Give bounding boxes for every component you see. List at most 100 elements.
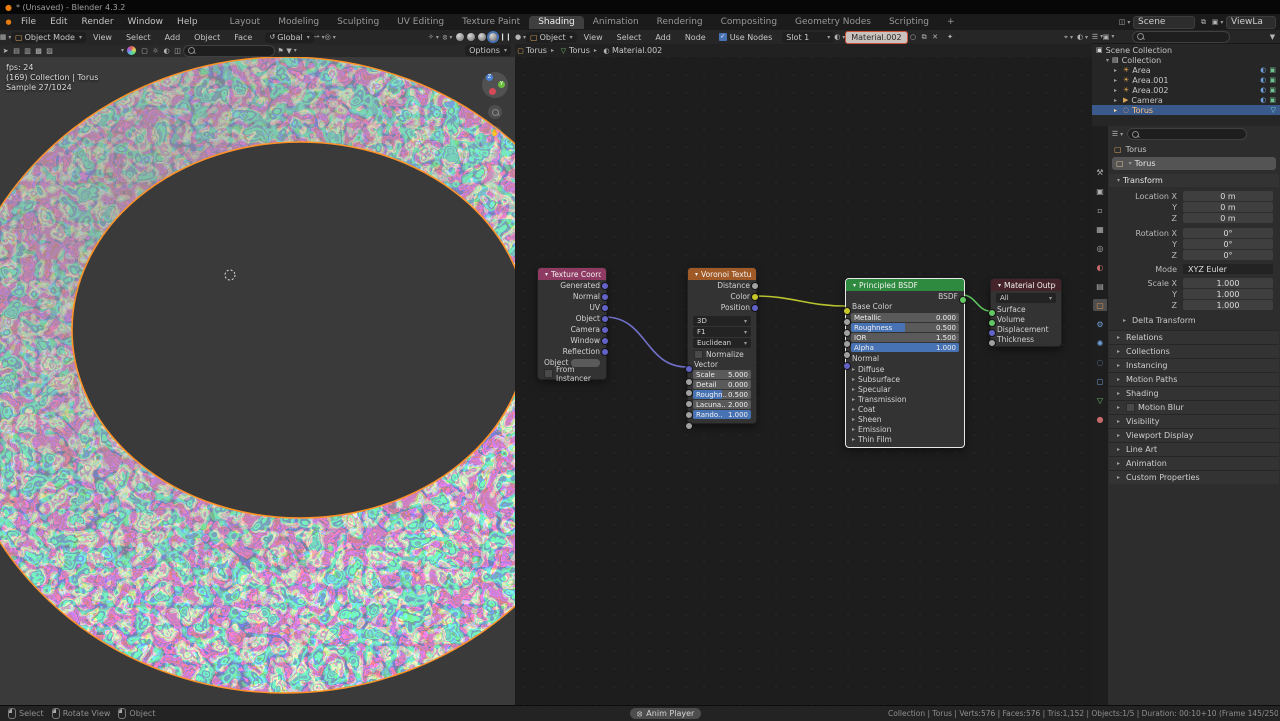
material-preview-ball-icon[interactable] <box>127 46 137 55</box>
view-layer-selector[interactable]: ViewLa <box>1226 15 1276 29</box>
from-instancer-checkbox[interactable] <box>544 369 553 378</box>
in-roughness-socket[interactable] <box>685 400 693 408</box>
scene-world-icon[interactable]: ◐ <box>163 46 170 55</box>
shader-menu-view[interactable]: View <box>583 32 603 42</box>
socket-distance[interactable]: Distance <box>717 281 750 290</box>
shader-editor[interactable]: ● ▾ ▢ Object ▾ View Select Add Node ✓ Use N… <box>515 30 1092 705</box>
tab-object-icon[interactable]: ▢ <box>1093 299 1107 311</box>
anim-player-pill[interactable]: ⦻ Anim Player <box>630 708 702 719</box>
tab-constraints-icon[interactable]: ◻ <box>1096 376 1104 386</box>
outliner-item-area002[interactable]: ▸ ☀ Area.002 ◐ ▣ <box>1114 85 1276 95</box>
section-motion-blur[interactable]: ▸ Motion Blur <box>1109 400 1279 414</box>
view-layer-icon[interactable]: ▣ ▾ <box>1211 18 1224 26</box>
out-position-socket[interactable] <box>751 304 759 312</box>
navigation-gizmo[interactable]: Z Y <box>482 72 508 98</box>
out-reflection-socket[interactable] <box>601 348 609 356</box>
screen-visibility-icon[interactable]: ◐ <box>1260 66 1267 74</box>
snap-magnet-icon[interactable]: ⇀ ▾ <box>313 33 325 41</box>
in-base-color-socket[interactable] <box>843 307 851 315</box>
out-color-socket[interactable] <box>751 293 759 301</box>
tab-scripting[interactable]: Scripting <box>888 16 929 27</box>
ortho-grid-icon[interactable]: ▦ <box>488 168 502 182</box>
in-lacunarity-socket[interactable] <box>685 411 693 419</box>
randomness-slider[interactable]: Rando.. 1.000 <box>693 410 751 419</box>
section-diffuse[interactable]: ▸ Diffuse <box>852 364 885 374</box>
in-ior-socket[interactable] <box>843 340 851 348</box>
render-visibility-icon[interactable]: ▣ <box>1269 66 1276 74</box>
breadcrumb-object-name[interactable]: Torus <box>1125 144 1147 154</box>
socket-window[interactable]: Window <box>570 336 600 345</box>
outliner-item-area001[interactable]: ▸ ☀ Area.001 ◐ ▣ <box>1114 75 1276 85</box>
out-bsdf-socket[interactable] <box>959 296 967 304</box>
viewport-menu-view[interactable]: View <box>92 32 112 42</box>
editor-type-shader-icon[interactable]: ● ▾ <box>515 33 527 41</box>
rotation-x-row[interactable]: Rotation X 0° <box>1115 228 1273 238</box>
detail-slider[interactable]: Detail 0.000 <box>693 380 751 389</box>
out-camera-socket[interactable] <box>601 326 609 334</box>
viewport-3d[interactable]: ▦ ▾ ▢ Object Mode ▾ View Select Add Object … <box>0 30 515 705</box>
viewport-menu-face[interactable]: Face <box>234 32 253 42</box>
tab-scene-icon[interactable]: ◎ <box>1096 243 1104 253</box>
properties-search-input[interactable] <box>1127 128 1247 140</box>
close-icon[interactable]: ⦻ <box>637 708 643 718</box>
overlays-toggle-icon[interactable]: ⦻ ▾ <box>442 32 453 41</box>
tab-compositing[interactable]: Compositing <box>720 16 778 27</box>
bsdf-roughness-slider[interactable]: Roughness 0.500 <box>851 323 959 332</box>
section-animation[interactable]: ▸ Animation <box>1109 456 1279 470</box>
tab-layout[interactable]: Layout <box>229 16 261 27</box>
in-roughness-socket2[interactable] <box>843 329 851 337</box>
shading-rendered-icon[interactable] <box>489 33 497 41</box>
menu-help[interactable]: Help <box>177 17 198 27</box>
render-visibility-icon[interactable]: ▣ <box>1269 86 1276 94</box>
outliner-scene-collection[interactable]: ▣ Scene Collection <box>1096 45 1173 55</box>
transform-panel-header[interactable]: ▾ Transform <box>1109 174 1279 187</box>
tab-collection-icon[interactable]: ▤ <box>1096 281 1104 291</box>
socket-bsdf-output[interactable]: BSDF <box>938 291 958 301</box>
socket-uv[interactable]: UV <box>589 303 600 312</box>
ior-slider[interactable]: IOR 1.500 <box>851 333 959 342</box>
from-instancer-row[interactable]: From Instancer <box>538 365 606 383</box>
displacement-input-row[interactable]: Displacement <box>997 324 1049 334</box>
menu-window[interactable]: Window <box>127 17 164 27</box>
in-volume-socket[interactable] <box>988 319 996 327</box>
overlay-node-icon[interactable]: ◐ ▾ <box>1076 33 1089 41</box>
scene-lights-icon[interactable]: ☼ <box>152 46 159 55</box>
select-circle-icon[interactable]: ▩ <box>35 46 42 55</box>
out-distance-socket[interactable] <box>751 282 759 290</box>
object-name-field[interactable]: ▢ ▾ Torus <box>1112 157 1276 170</box>
tab-world-icon[interactable]: ◐ <box>1096 262 1104 272</box>
tab-shading[interactable]: Shading <box>529 15 584 29</box>
tab-particles-icon[interactable]: ✺ <box>1096 338 1104 348</box>
viewport-search-input[interactable] <box>183 44 276 57</box>
editor-type-icon[interactable]: ▦ ▾ <box>0 33 12 41</box>
roughness-slider[interactable]: Roughn.. 0.500 <box>693 390 751 399</box>
tab-texture-paint[interactable]: Texture Paint <box>462 16 521 27</box>
rotation-mode-row[interactable]: Mode XYZ Euler <box>1115 264 1273 274</box>
rotation-z-row[interactable]: Z 0° <box>1115 250 1273 260</box>
slot-dropdown[interactable]: Slot 1 ▾ <box>782 31 835 43</box>
viewport-menu-object[interactable]: Object <box>194 32 221 42</box>
render-pass-icon[interactable]: ◫ <box>174 46 181 55</box>
shader-type-dropdown[interactable]: ▢ Object ▾ <box>526 31 577 43</box>
tab-view-layer-icon[interactable]: ▦ <box>1096 224 1104 234</box>
shader-menu-node[interactable]: Node <box>684 32 706 42</box>
section-viewport-display[interactable]: ▸ Viewport Display <box>1109 428 1279 442</box>
section-custom-properties[interactable]: ▸ Custom Properties <box>1109 470 1279 484</box>
object-picker-row[interactable]: Object <box>538 357 606 368</box>
in-metallic-socket[interactable] <box>843 318 851 326</box>
unlink-material-icon[interactable]: ✕ <box>932 33 938 41</box>
node-principled-bsdf[interactable]: ▾ Principled BSDF BSDF Base Color Metalli… <box>843 278 967 448</box>
in-displacement-socket[interactable] <box>988 329 996 337</box>
socket-camera[interactable]: Camera <box>570 325 600 334</box>
in-alpha-socket[interactable] <box>843 351 851 359</box>
section-line-art[interactable]: ▸ Line Art <box>1109 442 1279 456</box>
tab-uv-editing[interactable]: UV Editing <box>397 16 445 27</box>
material-ball-icon[interactable]: ◐ ▾ <box>834 33 846 41</box>
tab-output-icon[interactable]: ▫ <box>1097 205 1103 215</box>
pause-render-icon[interactable]: ❙❙ <box>499 33 512 41</box>
out-uv-socket[interactable] <box>601 304 609 312</box>
section-shading[interactable]: ▸ Shading <box>1109 386 1279 400</box>
